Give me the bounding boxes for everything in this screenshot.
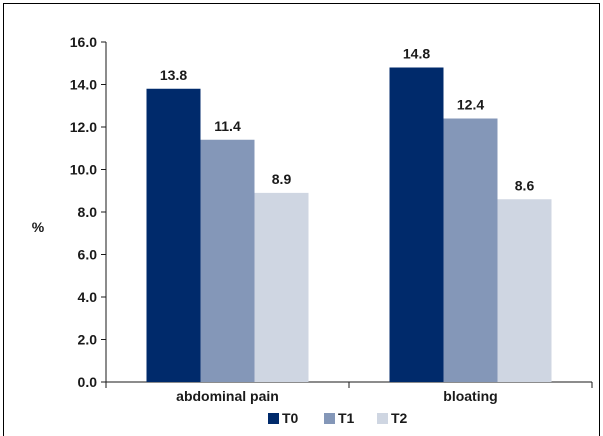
legend-label: T1 [338,410,355,426]
data-label: 13.8 [160,67,187,83]
y-tick-label: 16.0 [70,34,97,50]
y-tick-label: 8.0 [78,204,98,220]
legend-swatch [268,413,279,424]
y-axis: 0.0 2.0 4.0 6.0 8.0 10.0 12.0 14.0 16.0 [70,34,107,390]
legend: T0 T1 T2 [268,410,408,426]
y-tick-label: 2.0 [78,332,98,348]
bars [146,67,552,382]
x-axis: abdominal pain bloating [105,381,593,404]
data-labels: 13.8 11.4 8.9 14.8 12.4 8.6 [160,46,535,194]
bar-t2 [254,192,309,382]
data-label: 11.4 [214,118,241,134]
bar-t2 [497,199,552,382]
y-tick-label: 0.0 [78,374,98,390]
y-tick-label: 12.0 [70,119,97,135]
y-tick-label: 6.0 [78,247,98,263]
data-label: 8.9 [272,171,292,187]
y-axis-label: % [32,219,45,235]
bar-t0 [389,67,444,382]
y-tick-label: 14.0 [70,77,97,93]
data-label: 8.6 [515,177,535,193]
bar-t1 [200,139,255,382]
legend-label: T0 [282,410,299,426]
x-tick-label: abdominal pain [176,388,279,404]
bar-t0 [146,88,201,382]
legend-swatch [377,413,388,424]
y-tick-label: 10.0 [70,162,97,178]
data-label: 14.8 [403,46,430,62]
legend-label: T2 [391,410,408,426]
bar-t1 [443,118,498,382]
legend-swatch [324,413,335,424]
data-label: 12.4 [457,97,484,113]
x-tick-label: bloating [443,388,497,404]
y-tick-label: 4.0 [78,289,98,305]
